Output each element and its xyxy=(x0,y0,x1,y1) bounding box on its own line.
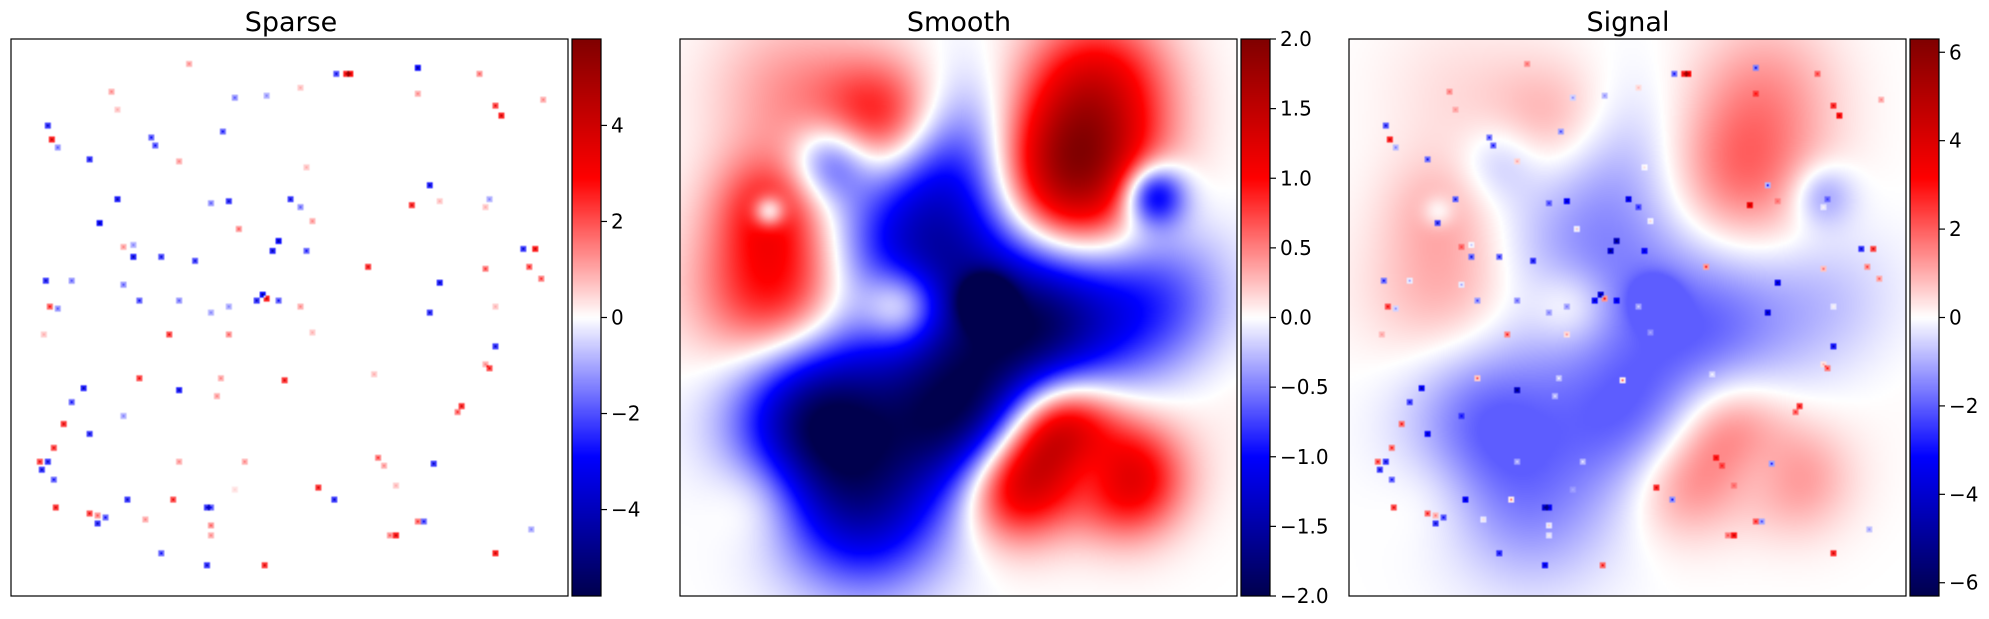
colorbar-tick-label: −2.0 xyxy=(1280,584,1329,608)
panel-title: Signal xyxy=(1587,7,1670,38)
colorbar-tick-label: 1.5 xyxy=(1280,97,1312,121)
panel-title: Smooth xyxy=(907,7,1011,38)
colorbar-tick-label: 0.5 xyxy=(1280,236,1312,260)
panel-title: Sparse xyxy=(245,7,338,38)
colorbar-tick-label: 6 xyxy=(1949,40,1962,64)
plot-frame xyxy=(10,38,569,597)
colorbar-tick-label: 2 xyxy=(1949,217,1962,241)
colorbar-tick-label: 2.0 xyxy=(1280,27,1312,51)
panel-signal: Signal −6 −4 −2 0 2 4 6 xyxy=(1348,7,1978,597)
heatmap-image xyxy=(11,39,568,596)
plot-frame xyxy=(1348,38,1907,597)
panel-smooth: Smooth −2.0 −1.5 −1.0 −0.5 0.0 0.5 1.0 1.5 2.0 xyxy=(679,7,1329,608)
panel-sparse: Sparse −4 −2 0 2 4 xyxy=(10,7,640,597)
colorbar-tick-label: −1.5 xyxy=(1280,514,1329,538)
colorbar-tick-label: 4 xyxy=(1949,129,1962,153)
colorbar-tick-label: −2 xyxy=(611,402,640,426)
colorbar xyxy=(1910,39,1939,596)
colorbar-tick-label: −6 xyxy=(1949,571,1978,595)
colorbar-ticks: −6 −4 −2 0 2 4 6 xyxy=(1939,40,1978,595)
heatmap-image xyxy=(680,39,1237,596)
colorbar-tick-label: 0.0 xyxy=(1280,306,1312,330)
colorbar-tick-label: −0.5 xyxy=(1280,375,1329,399)
colorbar-tick-label: −2 xyxy=(1949,394,1978,418)
colorbar-tick-label: −4 xyxy=(1949,482,1978,506)
colorbar-tick-label: 0 xyxy=(1949,306,1962,330)
colorbar-ticks: −4 −2 0 2 4 xyxy=(601,113,640,522)
colorbar xyxy=(1241,39,1270,596)
colorbar-tick-label: −1.0 xyxy=(1280,445,1329,469)
colorbar-tick-label: −4 xyxy=(611,498,640,522)
colorbar-tick-label: 0 xyxy=(611,306,624,330)
colorbar-tick-label: 1.0 xyxy=(1280,166,1312,190)
colorbar xyxy=(572,39,601,596)
colorbar-ticks: −2.0 −1.5 −1.0 −0.5 0.0 0.5 1.0 1.5 2.0 xyxy=(1270,27,1329,608)
plot-frame xyxy=(679,38,1238,597)
colorbar-tick-label: 2 xyxy=(611,209,624,233)
heatmap-image xyxy=(1349,39,1906,596)
colorbar-tick-label: 4 xyxy=(611,113,624,137)
